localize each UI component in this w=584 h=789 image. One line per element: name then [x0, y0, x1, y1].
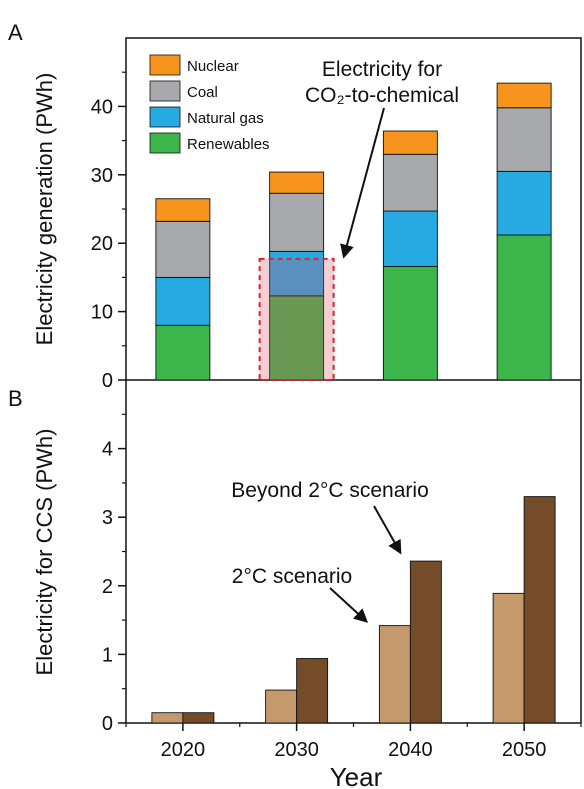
bar-renewables-2040: [382, 266, 438, 381]
panel-a-ytick-label: 10: [91, 302, 113, 324]
panel-b-ytick-label: 1: [102, 644, 113, 666]
bar-natural-gas-2040: [382, 210, 438, 267]
bar-beyond-2c-2050: [523, 496, 556, 724]
legend-swatch-natural-gas: [149, 106, 181, 128]
panel-b-xtick-label: 2030: [274, 739, 319, 761]
panel-b-bars: [151, 496, 556, 724]
panel-b-ytick-label: 4: [102, 439, 113, 461]
bar-beyond-2c-2020: [182, 712, 215, 724]
bar-coal-2030: [269, 192, 325, 252]
panel-b-x-axis: 2020 2030 2040 2050: [125, 723, 582, 761]
panel-a-bars: [155, 82, 552, 381]
bar-nuclear-2020: [155, 198, 211, 222]
legend-swatch-nuclear: [149, 54, 181, 76]
panel-a: 0 10 20 30 40 Electricity generation (PWh) N…: [32, 37, 582, 392]
bar-coal-2050: [496, 107, 552, 172]
beyond-2c-annotation: Beyond 2°C scenario: [231, 479, 429, 502]
legend-label-natural-gas: Natural gas: [187, 110, 264, 127]
bar-renewables-2030: [269, 295, 325, 381]
bar-nuclear-2050: [496, 82, 552, 109]
panel-a-ylabel: Electricity generation (PWh): [32, 73, 57, 346]
bar-coal-2020: [155, 220, 211, 278]
panel-b-ylabel: Electricity for CCS (PWh): [32, 429, 57, 676]
bar-beyond-2c-2040: [409, 560, 442, 724]
bar-2c-2030: [265, 689, 298, 724]
bar-2c-2020: [151, 712, 184, 724]
co2-annotation-line1: Electricity for: [322, 58, 442, 81]
panel-b-ytick-label: 0: [102, 713, 113, 735]
bar-natural-gas-2020: [155, 276, 211, 326]
bar-coal-2040: [382, 153, 438, 212]
panel-a-ytick-label: 0: [102, 370, 113, 392]
panel-a-ytick-label: 30: [91, 165, 113, 187]
co2-highlight: [258, 257, 335, 382]
panel-a-y-axis: 0 10 20 30 40: [91, 71, 126, 392]
panel-b-xtick-label: 2050: [502, 739, 547, 761]
panel-a-ytick-label: 40: [91, 96, 113, 118]
bar-2c-2050: [492, 592, 525, 724]
bar-nuclear-2030: [269, 171, 325, 194]
bar-nuclear-2040: [382, 130, 438, 155]
panel-b-xtick-label: 2040: [388, 739, 433, 761]
bar-natural-gas-2050: [496, 170, 552, 236]
2c-arrow: [329, 587, 369, 623]
panel-b-xlabel: Year: [330, 762, 383, 789]
bar-2c-2040: [378, 625, 411, 724]
2c-annotation: 2°C scenario: [232, 565, 352, 588]
legend-label-coal: Coal: [187, 84, 218, 101]
panel-b: 0 1 2 3 4 2020 2030 2040 2050 Electricity for C…: [32, 380, 582, 789]
legend-label-nuclear: Nuclear: [187, 58, 239, 75]
panel-b-y-axis: 0 1 2 3 4: [102, 413, 126, 735]
panel-b-xtick-label: 2020: [161, 739, 206, 761]
legend-swatch-coal: [149, 80, 181, 102]
panel-b-ytick-label: 2: [102, 576, 113, 598]
panel-a-ytick-label: 20: [91, 233, 113, 255]
bar-beyond-2c-2030: [296, 658, 329, 724]
co2-highlight-box: [258, 257, 335, 382]
panel-b-ytick-label: 3: [102, 507, 113, 529]
bar-renewables-2050: [496, 234, 552, 381]
panel-b-label: B: [8, 386, 23, 411]
legend-swatch-renewables: [149, 132, 181, 154]
legend-label-renewables: Renewables: [187, 136, 270, 153]
bar-renewables-2020: [155, 324, 211, 381]
co2-annotation-line2: CO₂-to-chemical: [305, 84, 459, 107]
panel-a-label: A: [8, 20, 23, 45]
legend: Nuclear Coal Natural gas Renewables: [149, 54, 270, 154]
beyond-2c-arrow: [373, 505, 402, 555]
co2-annotation-arrow: [340, 107, 385, 259]
